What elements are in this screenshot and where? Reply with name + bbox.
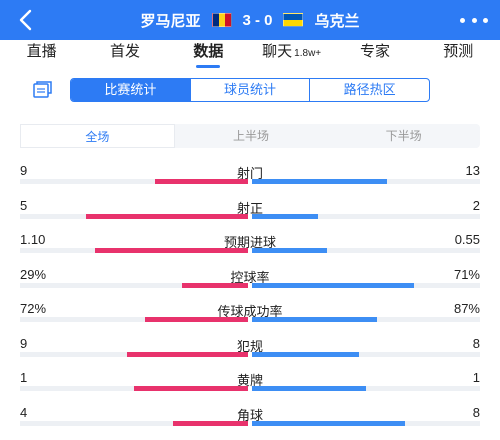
main-nav: 直播 首发 数据 聊天 1.8w+ 专家 预测 (0, 40, 500, 68)
home-team-name: 罗马尼亚 (140, 12, 201, 30)
tab-prediction[interactable]: 预测 (417, 40, 500, 68)
stat-home-track (20, 213, 248, 219)
stat-home-track (20, 420, 248, 426)
period-second-half[interactable]: 下半场 (385, 129, 422, 143)
tab-lineup-label: 首发 (109, 43, 140, 60)
tab-data[interactable]: 数据 (167, 40, 250, 68)
stat-away-track (252, 386, 480, 391)
period-selector: 全场 上半场 下半场 (20, 124, 480, 148)
stat-row: 9 射门 13 (0, 163, 500, 197)
stat-home-value: 9 (20, 335, 28, 351)
tab-lineup[interactable]: 首发 (83, 40, 166, 68)
period-first-half[interactable]: 上半场 (233, 129, 270, 143)
stat-home-bar (154, 179, 248, 184)
document-icon[interactable] (33, 81, 55, 99)
stat-row: 29% 控球率 71% (0, 267, 500, 301)
stat-away-bar (252, 282, 414, 288)
segment-match-stats[interactable]: 比赛统计 (71, 79, 190, 101)
stat-home-track (20, 248, 248, 253)
stat-name: 角球 (236, 407, 263, 423)
stat-away-track (252, 351, 480, 357)
stat-name: 预期进球 (223, 235, 276, 250)
stat-away-bar (252, 248, 328, 253)
stat-away-value: 0.55 (454, 232, 480, 247)
match-header: 罗马尼亚 3 - 0 乌克兰 (0, 0, 500, 40)
stat-name: 射正 (236, 200, 263, 216)
stat-name: 黄牌 (236, 373, 263, 388)
stat-home-bar (134, 386, 248, 391)
stat-home-value: 4 (20, 404, 28, 420)
tab-chat-label: 聊天 (262, 43, 293, 60)
stat-home-bar (86, 213, 248, 219)
stat-away-track (252, 248, 480, 253)
tab-prediction-label: 预测 (443, 43, 474, 60)
stat-home-track (20, 282, 248, 288)
stat-home-track (20, 351, 248, 357)
stat-home-value: 5 (20, 197, 28, 213)
stat-row: 9 犯规 8 (0, 336, 500, 370)
stat-home-value: 9 (20, 163, 28, 178)
period-full[interactable]: 全场 (20, 124, 175, 148)
stat-home-bar (181, 282, 248, 288)
stat-name: 控球率 (230, 269, 270, 285)
stat-away-bar (252, 351, 360, 357)
match-title: 罗马尼亚 3 - 0 乌克兰 (0, 0, 500, 40)
stat-away-bar (252, 386, 366, 391)
stat-home-value: 1 (20, 370, 28, 385)
stat-away-value: 13 (465, 163, 480, 178)
stat-away-value: 71% (453, 266, 480, 282)
stat-away-bar (252, 213, 319, 219)
romania-flag-icon (212, 13, 233, 27)
tab-chat[interactable]: 聊天 1.8w+ (250, 40, 333, 68)
stat-row: 72% 传球成功率 87% (0, 301, 500, 335)
stat-home-track (20, 179, 248, 184)
stat-away-track (252, 420, 480, 426)
tab-expert-label: 专家 (359, 43, 390, 60)
stat-home-value: 29% (20, 266, 47, 282)
stat-away-bar (252, 179, 387, 184)
away-team-name: 乌克兰 (314, 12, 360, 30)
stats-type-segment: 比赛统计 球员统计 路径热区 (70, 78, 430, 102)
more-dots-icon[interactable] (460, 12, 488, 28)
stat-home-track (20, 386, 248, 391)
stat-home-bar (145, 317, 248, 322)
stat-row: 5 射正 2 (0, 198, 500, 232)
stat-away-value: 1 (472, 370, 480, 385)
stat-away-value: 8 (472, 404, 480, 420)
tab-live[interactable]: 直播 (0, 40, 83, 68)
stat-row: 4 角球 8 (0, 405, 500, 439)
tab-expert[interactable]: 专家 (333, 40, 416, 68)
tab-live-label: 直播 (26, 43, 57, 60)
stat-home-bar (127, 351, 248, 357)
segment-player-stats[interactable]: 球员统计 (189, 79, 310, 101)
segment-heatmap[interactable]: 路径热区 (309, 79, 429, 101)
match-score: 3 - 0 (242, 11, 273, 29)
stat-away-track (252, 282, 480, 288)
tab-data-label: 数据 (193, 43, 224, 60)
ukraine-flag-icon (282, 13, 303, 27)
stat-home-track (20, 317, 248, 322)
stat-home-value: 1.10 (20, 232, 46, 247)
stat-away-bar (252, 420, 405, 426)
stat-name: 传球成功率 (217, 304, 283, 319)
stat-away-track (252, 213, 480, 219)
stat-home-bar (172, 420, 248, 426)
stat-name: 射门 (236, 166, 263, 181)
stat-away-value: 8 (472, 335, 480, 351)
stat-away-value: 2 (472, 197, 480, 213)
stat-away-value: 87% (453, 301, 480, 316)
stat-away-bar (252, 317, 378, 322)
stat-row: 1.10 预期进球 0.55 (0, 232, 500, 266)
stat-home-value: 72% (20, 301, 47, 316)
stat-home-bar (95, 248, 248, 253)
stat-away-track (252, 179, 480, 184)
back-arrow-icon[interactable] (14, 8, 38, 32)
stat-row: 1 黄牌 1 (0, 370, 500, 404)
chat-count-badge: 1.8w+ (294, 48, 322, 59)
stat-away-track (252, 317, 480, 322)
stat-name: 犯规 (236, 338, 263, 354)
